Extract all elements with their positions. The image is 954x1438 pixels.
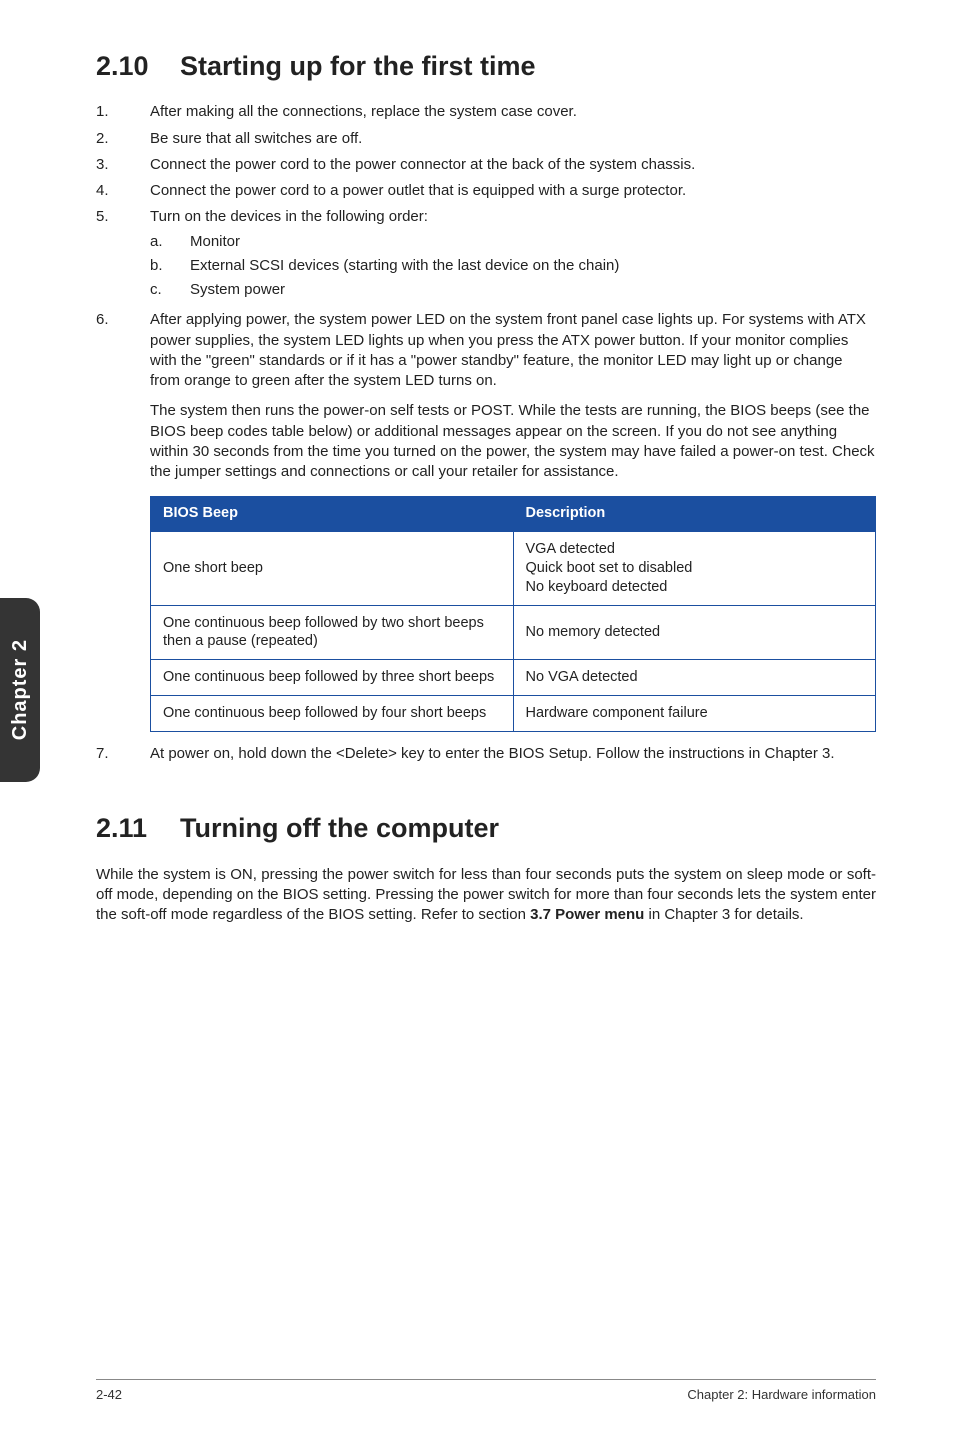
table-row: One short beepVGA detectedQuick boot set… bbox=[151, 532, 876, 606]
table-cell: One continuous beep followed by three sh… bbox=[151, 660, 514, 696]
sub-list-letter: b. bbox=[150, 256, 190, 276]
list-text: Turn on the devices in the following ord… bbox=[150, 207, 876, 304]
body-text-bold: 3.7 Power menu bbox=[530, 906, 644, 923]
sub-list-text: External SCSI devices (starting with the… bbox=[190, 256, 619, 276]
sub-list: a.Monitorb.External SCSI devices (starti… bbox=[150, 232, 876, 301]
table-cell: One short beep bbox=[151, 532, 514, 606]
list-item: 6.After applying power, the system power… bbox=[96, 310, 876, 482]
sub-list-text: Monitor bbox=[190, 232, 240, 252]
list-text: Connect the power cord to the power conn… bbox=[150, 155, 876, 175]
page-footer: 2-42 Chapter 2: Hardware information bbox=[96, 1379, 876, 1404]
list-text: After making all the connections, replac… bbox=[150, 102, 876, 122]
section-2-11-body: While the system is ON, pressing the pow… bbox=[96, 865, 876, 926]
sub-list-item: a.Monitor bbox=[150, 232, 876, 252]
list-item: 5.Turn on the devices in the following o… bbox=[96, 207, 876, 304]
table-header-description: Description bbox=[513, 497, 876, 532]
bios-beep-table: BIOS Beep Description One short beepVGA … bbox=[150, 496, 876, 731]
chapter-side-tab: Chapter 2 bbox=[0, 598, 40, 782]
table-cell: One continuous beep followed by four sho… bbox=[151, 696, 514, 732]
list-extra-paragraph: The system then runs the power-on self t… bbox=[150, 401, 876, 482]
list-text: After applying power, the system power L… bbox=[150, 310, 876, 482]
table-cell: Hardware component failure bbox=[513, 696, 876, 732]
sub-list-text: System power bbox=[190, 280, 285, 300]
sub-list-letter: c. bbox=[150, 280, 190, 300]
table-cell: No memory detected bbox=[513, 605, 876, 660]
section-title-text: Turning off the computer bbox=[180, 813, 499, 843]
sub-list-item: c.System power bbox=[150, 280, 876, 300]
list-text: Be sure that all switches are off. bbox=[150, 129, 876, 149]
list-item: 2.Be sure that all switches are off. bbox=[96, 129, 876, 149]
section-title-text: Starting up for the first time bbox=[180, 51, 536, 81]
list-number: 3. bbox=[96, 155, 150, 175]
sub-list-letter: a. bbox=[150, 232, 190, 252]
section-2-11-heading: 2.11Turning off the computer bbox=[96, 810, 876, 846]
list-number: 4. bbox=[96, 181, 150, 201]
table-cell: One continuous beep followed by two shor… bbox=[151, 605, 514, 660]
section-2-10-heading: 2.10Starting up for the first time bbox=[96, 48, 876, 84]
section-number: 2.11 bbox=[96, 810, 180, 846]
procedure-list: 1.After making all the connections, repl… bbox=[96, 102, 876, 482]
list-number: 6. bbox=[96, 310, 150, 482]
footer-chapter-label: Chapter 2: Hardware information bbox=[687, 1386, 876, 1404]
list-number: 2. bbox=[96, 129, 150, 149]
list-item: 4.Connect the power cord to a power outl… bbox=[96, 181, 876, 201]
list-item: 7. At power on, hold down the <Delete> k… bbox=[96, 744, 876, 764]
table-header-bios-beep: BIOS Beep bbox=[151, 497, 514, 532]
table-cell: VGA detectedQuick boot set to disabledNo… bbox=[513, 532, 876, 606]
list-item: 3.Connect the power cord to the power co… bbox=[96, 155, 876, 175]
sub-list-item: b.External SCSI devices (starting with t… bbox=[150, 256, 876, 276]
list-text: At power on, hold down the <Delete> key … bbox=[150, 744, 876, 764]
body-text-post: in Chapter 3 for details. bbox=[644, 906, 803, 923]
procedure-list-cont: 7. At power on, hold down the <Delete> k… bbox=[96, 744, 876, 764]
list-text: Connect the power cord to a power outlet… bbox=[150, 181, 876, 201]
table-cell: No VGA detected bbox=[513, 660, 876, 696]
list-number: 1. bbox=[96, 102, 150, 122]
chapter-side-tab-label: Chapter 2 bbox=[7, 639, 34, 740]
footer-page-number: 2-42 bbox=[96, 1386, 122, 1404]
list-number: 7. bbox=[96, 744, 150, 764]
table-row: One continuous beep followed by three sh… bbox=[151, 660, 876, 696]
table-row: One continuous beep followed by four sho… bbox=[151, 696, 876, 732]
list-number: 5. bbox=[96, 207, 150, 304]
section-number: 2.10 bbox=[96, 48, 180, 84]
table-row: One continuous beep followed by two shor… bbox=[151, 605, 876, 660]
list-item: 1.After making all the connections, repl… bbox=[96, 102, 876, 122]
